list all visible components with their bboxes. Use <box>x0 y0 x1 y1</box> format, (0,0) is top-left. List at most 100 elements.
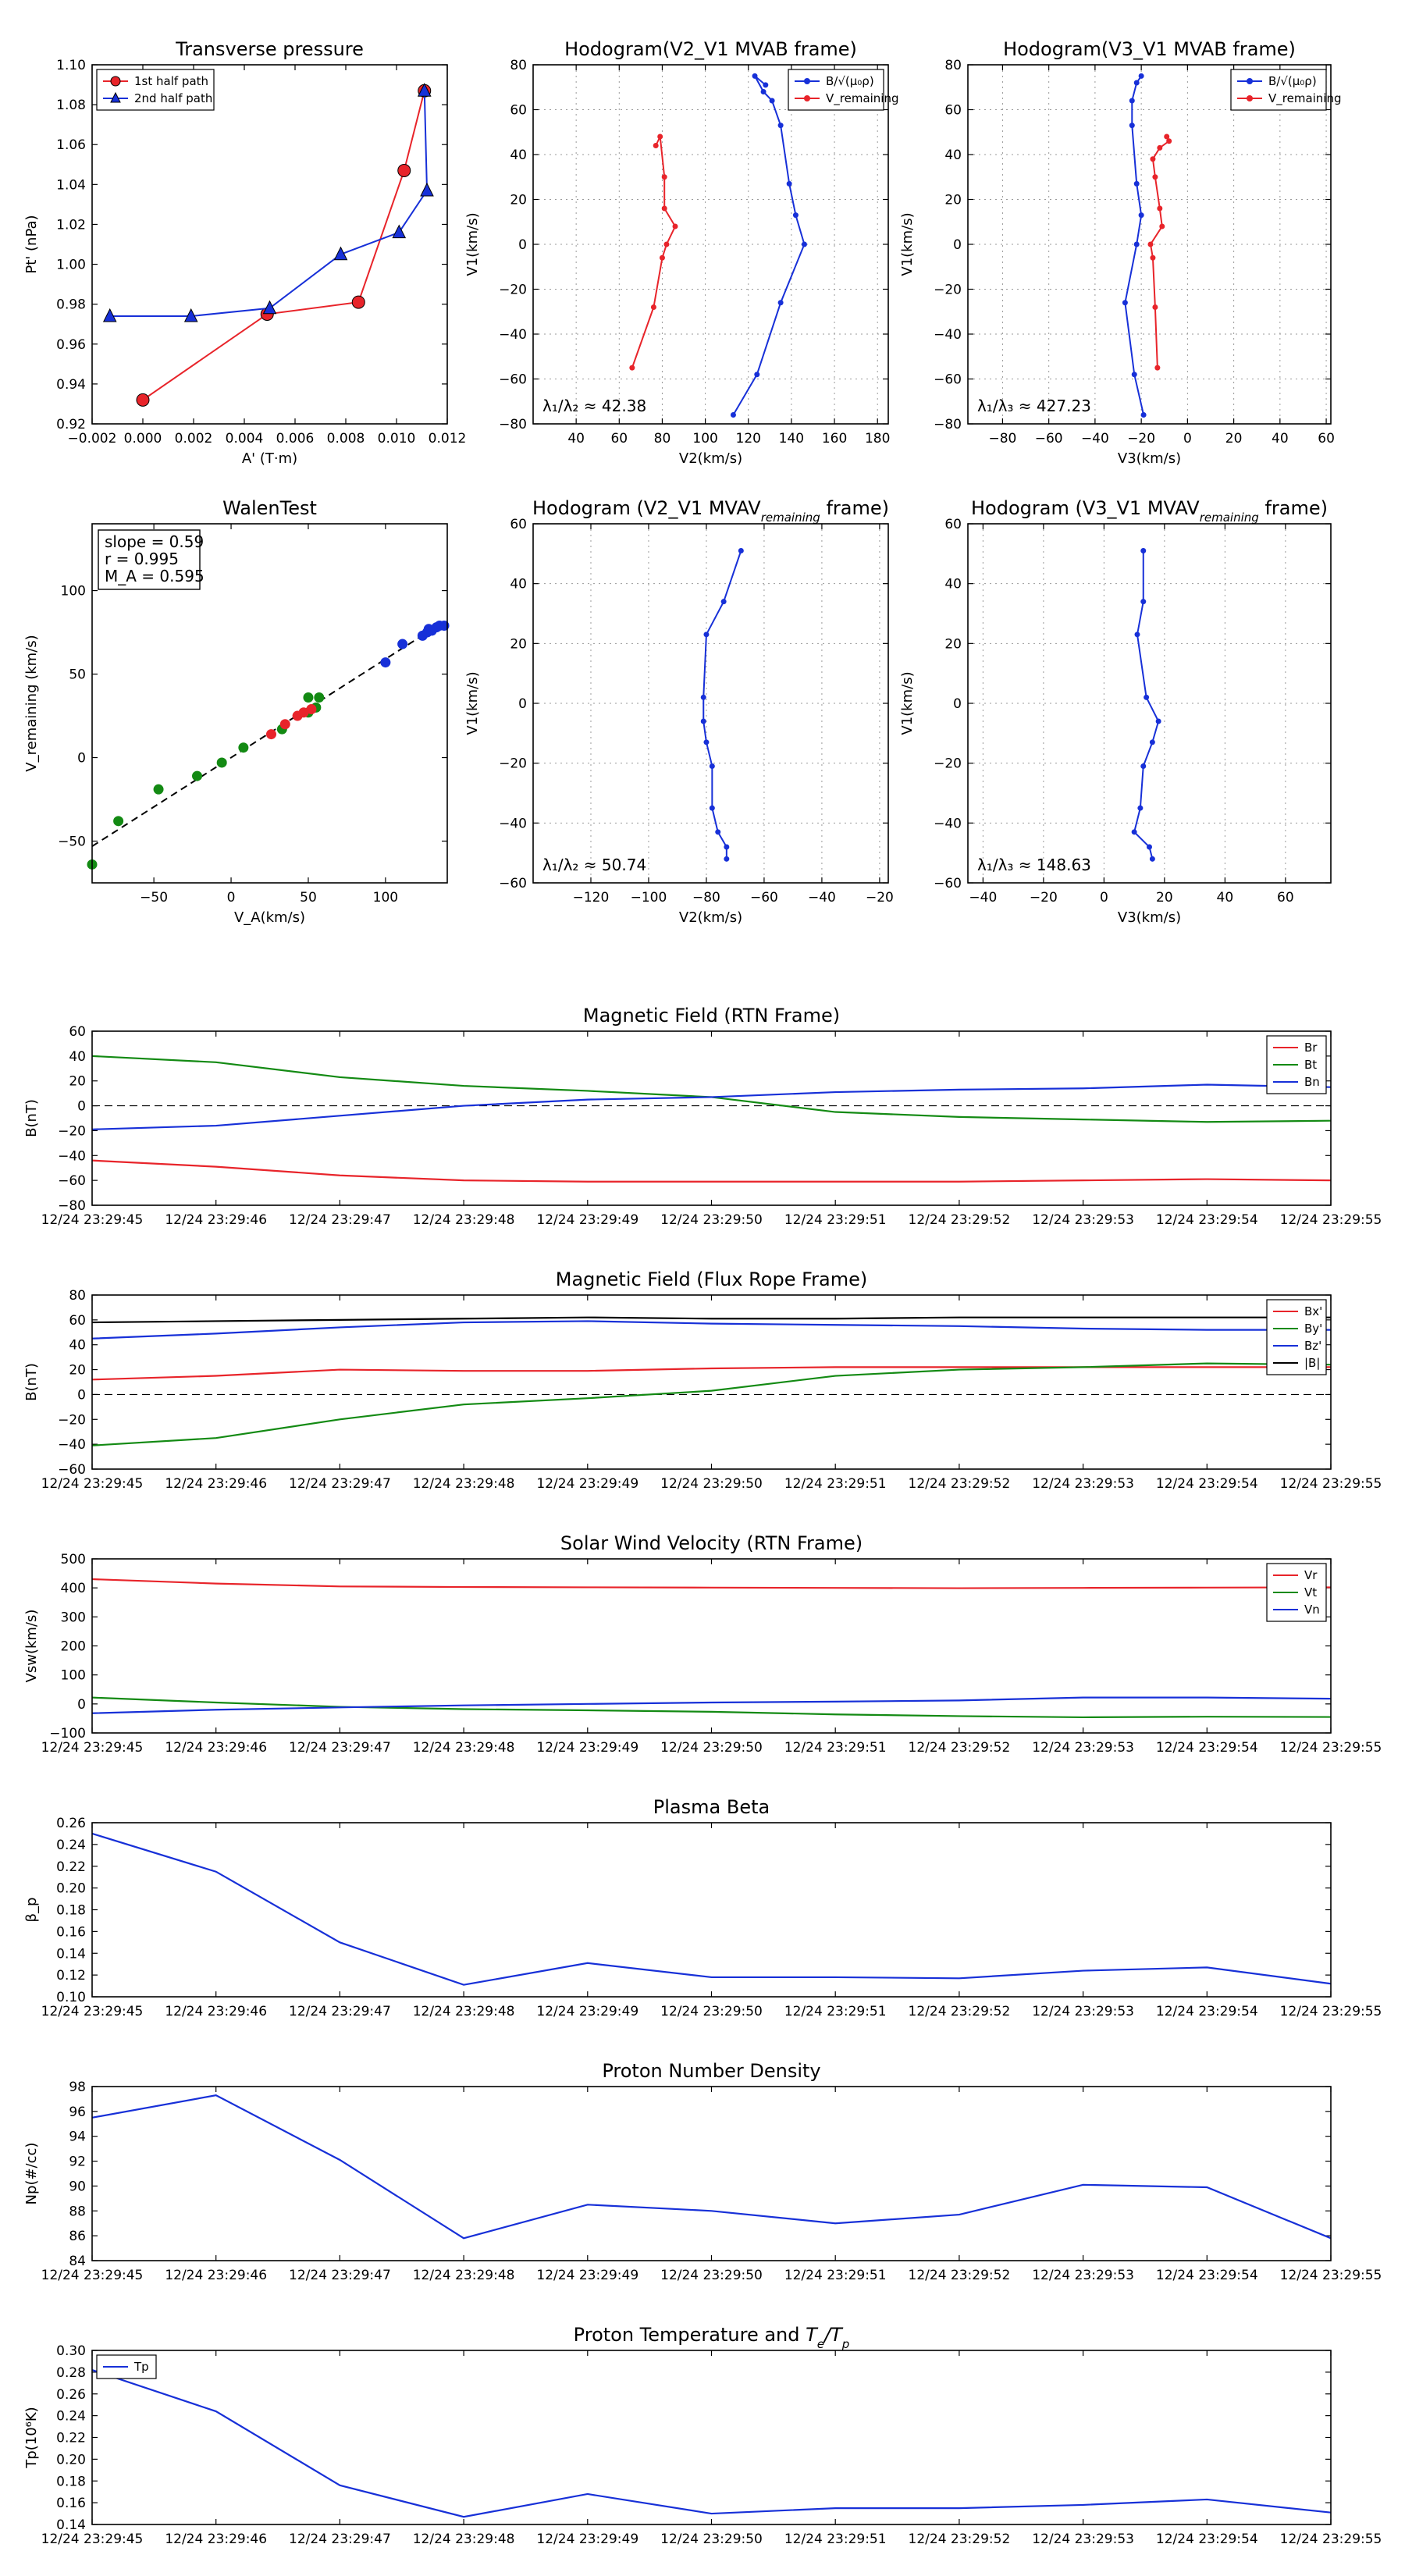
data-point <box>724 856 730 862</box>
y-tick-label: −60 <box>499 372 527 388</box>
data-point <box>1157 144 1163 151</box>
chart-title: Magnetic Field (Flux Rope Frame) <box>556 1268 867 1290</box>
x-tick-label: 40 <box>1217 890 1234 906</box>
stats-box <box>98 529 201 590</box>
data-point <box>1147 844 1152 850</box>
y-tick-label: 0.98 <box>56 297 86 313</box>
x-tick-label: 12/24 23:29:53 <box>1032 2004 1134 2019</box>
legend-marker <box>110 91 121 103</box>
legend-label: Bt <box>1304 1058 1317 1072</box>
data-point <box>1122 300 1128 306</box>
x-tick-label: 12/24 23:29:54 <box>1156 2004 1258 2019</box>
stats-line: slope = 0.59 <box>105 532 204 551</box>
data-point <box>279 719 290 730</box>
chart-title: Proton Temperature and Te/Tp <box>574 2324 850 2351</box>
data-point <box>1147 241 1154 247</box>
data-point <box>1152 174 1158 180</box>
x-tick-label: −50 <box>140 890 168 906</box>
chart-ts6: 0.14 0.16 0.18 0.20 0.22 0.24 0.26 0.28 0.30 12/2… <box>23 2324 1382 2547</box>
series-line <box>1124 75 1145 415</box>
y-tick-label: 20 <box>510 193 527 208</box>
x-tick-label: 12/24 23:29:45 <box>41 2532 144 2547</box>
legend-box <box>96 69 215 111</box>
x-tick-label: 12/24 23:29:55 <box>1280 1212 1382 1228</box>
y-tick-label: 0.94 <box>56 377 86 393</box>
y-axis-label: Vsw(km/s) <box>23 1610 40 1683</box>
data-point <box>1150 156 1156 162</box>
chart-walen: −50 0 50 100 −50 0 50 100 WalenTest V_A(km/s) V_re… <box>23 497 450 926</box>
x-tick-label: −100 <box>631 890 667 906</box>
data-point <box>1159 223 1165 229</box>
chart-title: Transverse pressure <box>175 38 364 60</box>
x-tick-label: 0 <box>1183 431 1192 447</box>
data-point <box>1140 599 1147 605</box>
y-tick-label: 94 <box>69 2129 86 2145</box>
data-point <box>392 224 407 239</box>
y-tick-label: 20 <box>944 193 962 208</box>
y-tick-label: −40 <box>934 816 962 831</box>
data-point <box>661 174 667 180</box>
y-tick-label: 40 <box>944 148 962 163</box>
y-tick-label: −60 <box>58 1173 86 1189</box>
x-tick-label: 60 <box>610 431 628 447</box>
legend-box <box>788 69 884 111</box>
y-tick-label: 40 <box>510 148 527 163</box>
data-point <box>763 82 769 88</box>
y-tick-label: 20 <box>510 636 527 652</box>
data-point <box>1149 739 1155 745</box>
x-tick-label: 12/24 23:29:45 <box>41 1740 144 1756</box>
x-tick-label: 12/24 23:29:51 <box>784 2532 887 2547</box>
y-tick-label: 1.06 <box>56 137 86 153</box>
x-tick-label: 40 <box>1272 431 1289 447</box>
data-point <box>724 844 730 850</box>
x-tick-label: 12/24 23:29:48 <box>413 1212 515 1228</box>
plot-frame <box>91 1822 1332 1998</box>
x-tick-label: −0.002 <box>68 431 117 447</box>
data-point <box>703 632 710 638</box>
y-tick-label: 500 <box>61 1552 86 1567</box>
x-tick-label: 12/24 23:29:46 <box>165 2532 267 2547</box>
y-tick-label: 1.08 <box>56 98 86 113</box>
y-tick-label: 90 <box>69 2179 86 2194</box>
x-tick-label: 12/24 23:29:45 <box>41 2004 144 2019</box>
y-tick-label: −80 <box>934 417 962 432</box>
x-tick-label: 12/24 23:29:55 <box>1280 2004 1382 2019</box>
y-tick-label: 96 <box>69 2105 86 2120</box>
chart-h2: −80 −60 −40 −20 0 20 40 60 −80 −60 −40 −20 0 20 40 60 80… <box>899 38 1342 467</box>
x-axis-label: V3(km/s) <box>1118 450 1181 467</box>
y-tick-label: 92 <box>69 2154 86 2170</box>
chart-title: Solar Wind Velocity (RTN Frame) <box>560 1532 863 1554</box>
y-tick-label: 300 <box>61 1610 86 1625</box>
x-axis-label: V_A(km/s) <box>234 909 305 926</box>
data-point <box>314 692 325 703</box>
y-axis-label: V1(km/s) <box>464 212 481 276</box>
chart-h4: −40 −20 0 20 40 60 −60 −40 −20 0 20 40 60 Hodogram (V… <box>899 497 1332 926</box>
data-point <box>102 308 117 322</box>
y-axis-label: Pt' (nPa) <box>23 215 40 273</box>
x-tick-label: 12/24 23:29:48 <box>413 2004 515 2019</box>
x-tick-label: 0.000 <box>124 431 162 447</box>
y-tick-label: −50 <box>58 834 86 850</box>
data-point <box>1140 548 1147 553</box>
x-tick-label: −40 <box>808 890 836 906</box>
y-tick-label: 1.02 <box>56 217 86 233</box>
legend-label: V_remaining <box>1268 91 1342 106</box>
y-tick-label: −60 <box>934 876 962 891</box>
legend-label: V_remaining <box>826 91 899 106</box>
data-point <box>1133 80 1140 86</box>
x-tick-label: 12/24 23:29:45 <box>41 1212 144 1228</box>
x-tick-label: 12/24 23:29:47 <box>289 1476 391 1492</box>
series-line <box>91 1696 1332 1719</box>
x-tick-label: 0.006 <box>276 431 315 447</box>
data-point <box>1133 180 1140 187</box>
legend-label: Bx' <box>1304 1304 1322 1318</box>
y-tick-label: −20 <box>58 1123 86 1139</box>
x-tick-label: 12/24 23:29:50 <box>660 2532 763 2547</box>
chart-title: Hodogram(V3_V1 MVAB frame) <box>1003 38 1296 60</box>
x-tick-label: 12/24 23:29:47 <box>289 2532 391 2547</box>
x-tick-label: 100 <box>373 890 398 906</box>
x-tick-label: 12/24 23:29:45 <box>41 2268 144 2283</box>
y-tick-label: 0 <box>518 237 527 253</box>
data-point <box>703 739 710 745</box>
x-tick-label: 12/24 23:29:53 <box>1032 2532 1134 2547</box>
